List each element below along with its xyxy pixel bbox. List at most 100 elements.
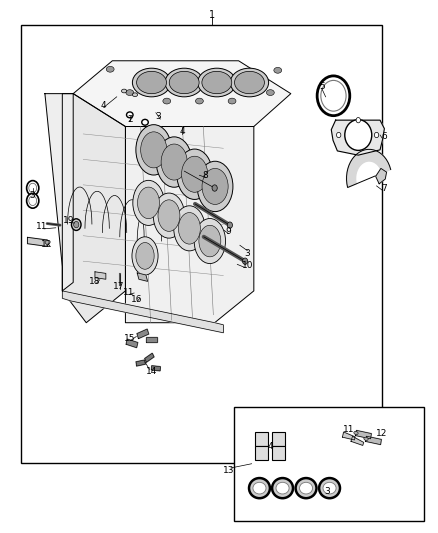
Ellipse shape bbox=[29, 196, 37, 206]
Ellipse shape bbox=[142, 119, 148, 125]
Polygon shape bbox=[356, 430, 371, 439]
Ellipse shape bbox=[182, 156, 208, 192]
Text: 4: 4 bbox=[267, 442, 273, 451]
Polygon shape bbox=[45, 94, 73, 291]
Text: 2: 2 bbox=[127, 115, 133, 124]
Text: 4: 4 bbox=[101, 101, 106, 110]
Ellipse shape bbox=[364, 437, 368, 440]
Ellipse shape bbox=[141, 132, 167, 168]
Ellipse shape bbox=[374, 132, 379, 138]
Polygon shape bbox=[125, 126, 254, 322]
Bar bbox=[255, 446, 268, 459]
Ellipse shape bbox=[45, 240, 49, 244]
Text: 11: 11 bbox=[36, 222, 48, 231]
Text: 12: 12 bbox=[42, 240, 53, 249]
Ellipse shape bbox=[202, 71, 232, 94]
Ellipse shape bbox=[336, 132, 341, 138]
Ellipse shape bbox=[138, 187, 159, 219]
Text: 3: 3 bbox=[155, 112, 161, 122]
Ellipse shape bbox=[71, 219, 81, 230]
Text: 15: 15 bbox=[124, 334, 135, 343]
Ellipse shape bbox=[132, 237, 158, 275]
Ellipse shape bbox=[234, 71, 265, 94]
Bar bbox=[234, 407, 424, 521]
Ellipse shape bbox=[253, 482, 266, 494]
Text: 11: 11 bbox=[123, 288, 134, 297]
Text: 19: 19 bbox=[63, 216, 74, 225]
Text: 13: 13 bbox=[223, 466, 235, 474]
Text: 12: 12 bbox=[376, 429, 387, 438]
Ellipse shape bbox=[106, 66, 114, 72]
Ellipse shape bbox=[230, 68, 268, 97]
Text: 3: 3 bbox=[324, 487, 330, 496]
Text: 5: 5 bbox=[319, 82, 325, 91]
Text: 6: 6 bbox=[381, 132, 387, 141]
Polygon shape bbox=[126, 339, 138, 348]
Bar bbox=[21, 25, 382, 463]
Ellipse shape bbox=[319, 478, 340, 498]
Ellipse shape bbox=[126, 90, 134, 95]
Ellipse shape bbox=[272, 478, 293, 498]
Text: 17: 17 bbox=[113, 282, 125, 291]
Ellipse shape bbox=[174, 206, 205, 251]
Ellipse shape bbox=[27, 181, 39, 196]
Polygon shape bbox=[137, 329, 148, 338]
Ellipse shape bbox=[212, 185, 217, 191]
Polygon shape bbox=[346, 149, 391, 188]
Text: 3: 3 bbox=[244, 249, 250, 259]
Polygon shape bbox=[62, 94, 125, 322]
Ellipse shape bbox=[321, 80, 346, 111]
Ellipse shape bbox=[228, 98, 236, 104]
Ellipse shape bbox=[27, 193, 39, 208]
Ellipse shape bbox=[356, 117, 360, 123]
Polygon shape bbox=[331, 120, 385, 155]
Ellipse shape bbox=[195, 98, 203, 104]
Ellipse shape bbox=[156, 137, 192, 187]
Ellipse shape bbox=[199, 225, 221, 257]
Ellipse shape bbox=[132, 93, 138, 96]
Ellipse shape bbox=[137, 71, 166, 94]
Ellipse shape bbox=[345, 119, 372, 150]
Ellipse shape bbox=[136, 125, 172, 175]
Polygon shape bbox=[152, 366, 160, 371]
Ellipse shape bbox=[296, 478, 317, 498]
Text: 11: 11 bbox=[343, 425, 354, 434]
Polygon shape bbox=[62, 291, 223, 333]
Ellipse shape bbox=[158, 200, 180, 231]
Ellipse shape bbox=[121, 89, 127, 93]
Polygon shape bbox=[28, 237, 47, 246]
Bar bbox=[255, 432, 268, 446]
Text: 8: 8 bbox=[202, 171, 208, 180]
Polygon shape bbox=[343, 432, 355, 440]
Polygon shape bbox=[137, 273, 148, 281]
Bar bbox=[272, 446, 285, 459]
Ellipse shape bbox=[198, 68, 236, 97]
Ellipse shape bbox=[249, 478, 270, 498]
Text: 7: 7 bbox=[381, 183, 387, 192]
Ellipse shape bbox=[177, 149, 212, 199]
Ellipse shape bbox=[169, 71, 199, 94]
Ellipse shape bbox=[153, 193, 185, 238]
Ellipse shape bbox=[317, 76, 350, 116]
Ellipse shape bbox=[161, 144, 187, 180]
Text: 3: 3 bbox=[29, 191, 35, 200]
Polygon shape bbox=[351, 437, 364, 446]
Bar bbox=[272, 432, 285, 446]
Text: 1: 1 bbox=[209, 10, 215, 20]
Ellipse shape bbox=[197, 161, 233, 212]
Ellipse shape bbox=[133, 180, 164, 225]
Ellipse shape bbox=[202, 168, 228, 205]
Ellipse shape bbox=[243, 258, 248, 264]
Polygon shape bbox=[73, 61, 291, 126]
Ellipse shape bbox=[136, 243, 154, 269]
Ellipse shape bbox=[227, 222, 233, 228]
Ellipse shape bbox=[300, 482, 313, 494]
Text: 16: 16 bbox=[131, 295, 142, 304]
Ellipse shape bbox=[276, 482, 289, 494]
Ellipse shape bbox=[127, 112, 133, 118]
Ellipse shape bbox=[274, 67, 282, 73]
Polygon shape bbox=[146, 337, 157, 342]
Polygon shape bbox=[366, 436, 381, 445]
Text: 10: 10 bbox=[241, 261, 253, 270]
Polygon shape bbox=[136, 360, 145, 366]
